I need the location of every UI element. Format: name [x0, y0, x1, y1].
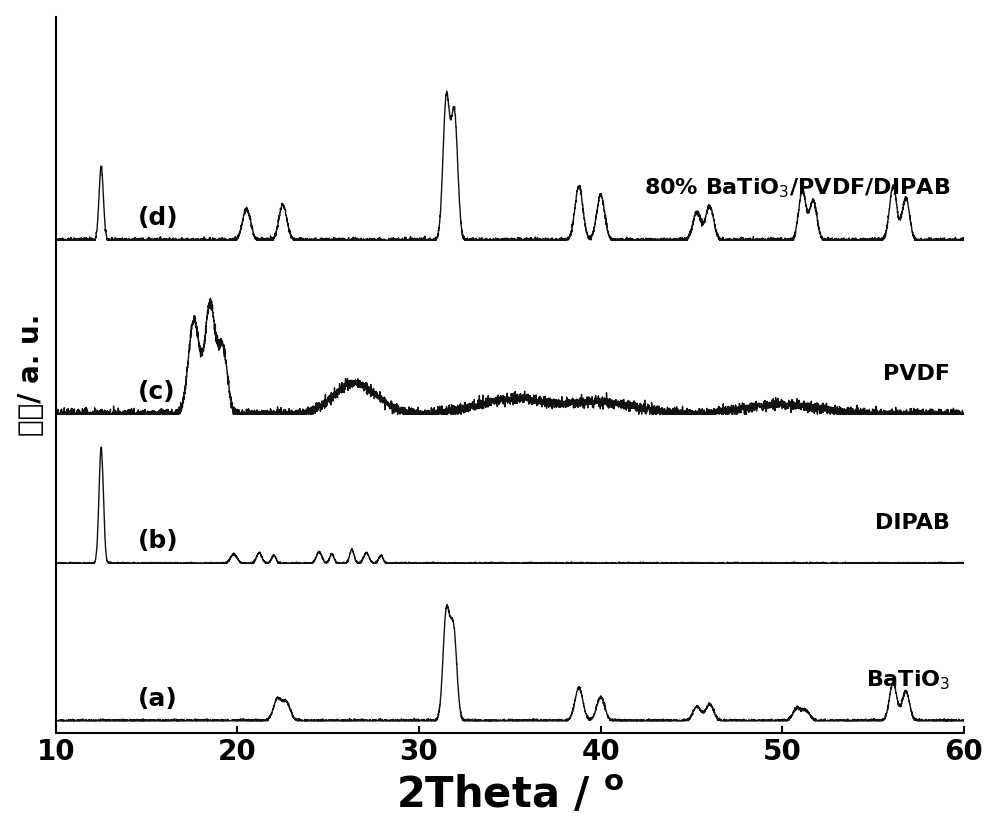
Text: 80% BaTiO$_3$/PVDF/DIPAB: 80% BaTiO$_3$/PVDF/DIPAB — [644, 177, 950, 200]
X-axis label: 2Theta / $\mathregular{^o}$: 2Theta / $\mathregular{^o}$ — [396, 775, 624, 816]
Y-axis label: 强度/ a. u.: 强度/ a. u. — [17, 314, 45, 436]
Text: PVDF: PVDF — [883, 364, 950, 384]
Text: BaTiO$_3$: BaTiO$_3$ — [866, 668, 950, 692]
Text: (d): (d) — [138, 207, 178, 231]
Text: (a): (a) — [138, 686, 177, 711]
Text: DIPAB: DIPAB — [875, 513, 950, 533]
Text: (c): (c) — [138, 381, 175, 404]
Text: (b): (b) — [138, 530, 178, 553]
